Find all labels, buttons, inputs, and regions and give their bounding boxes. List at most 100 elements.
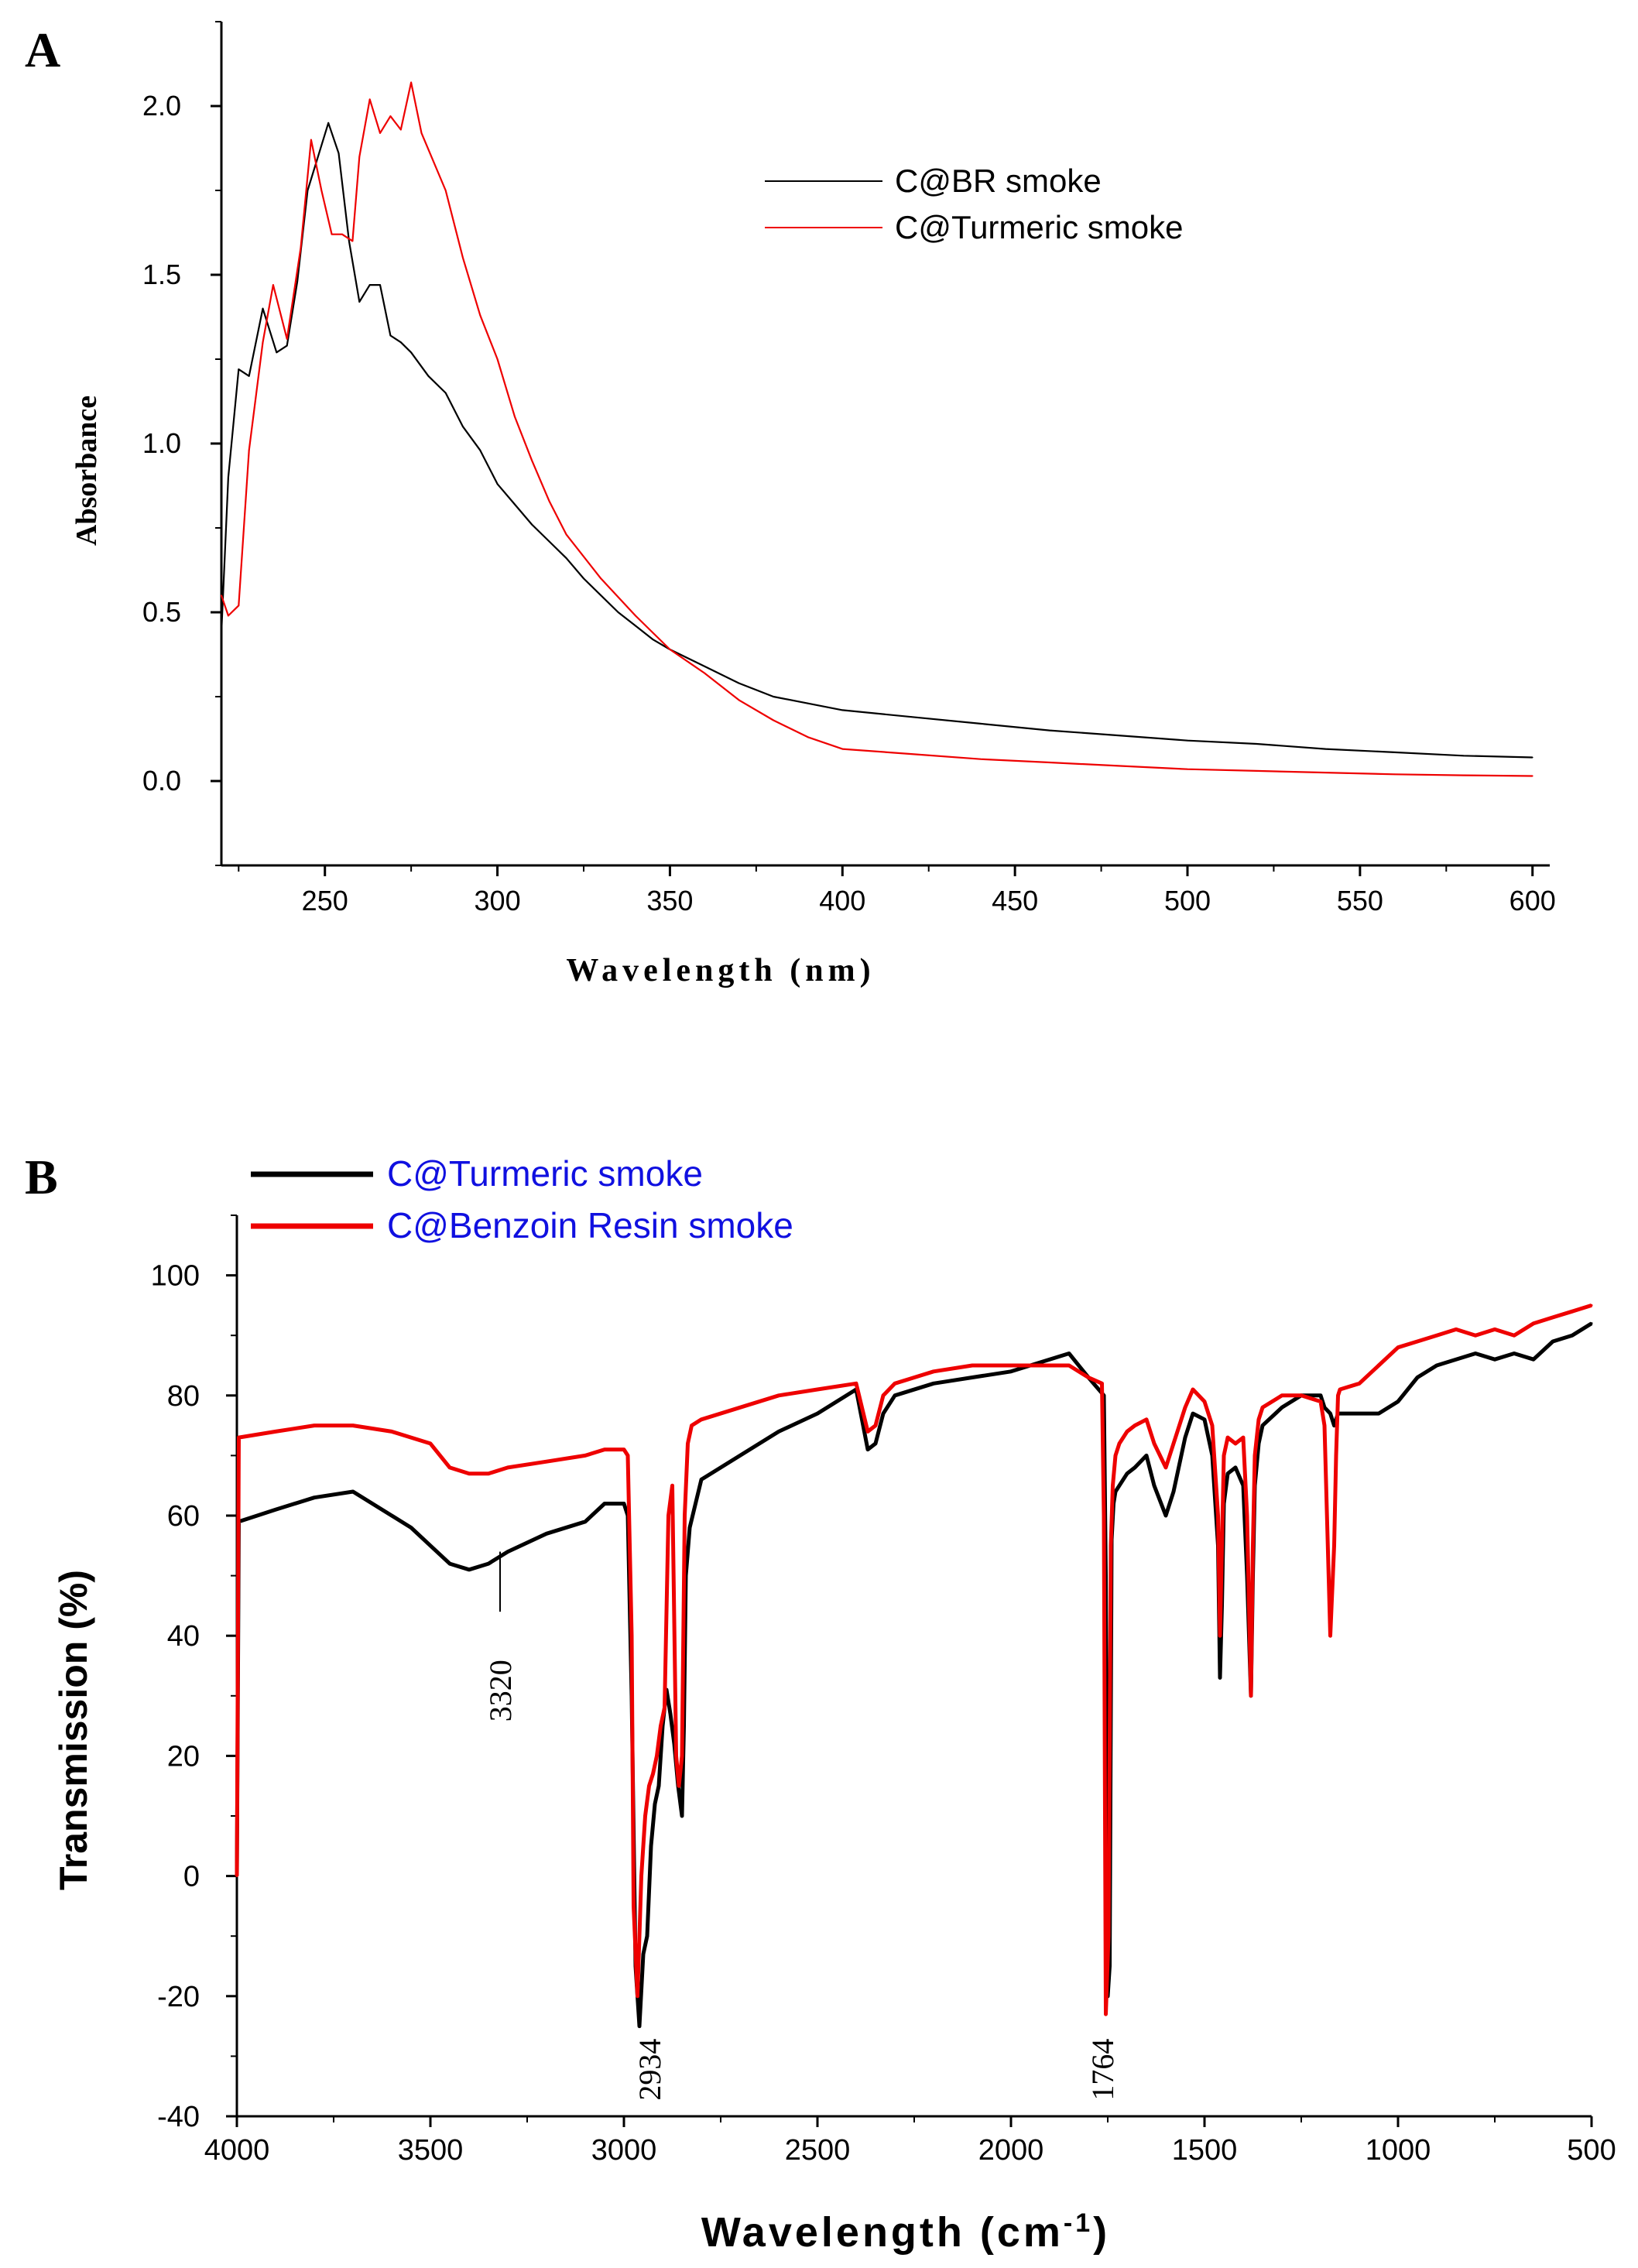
point-c-turmeric-smoke	[1126, 1472, 1129, 1475]
panel-b-y-tick-label: 20	[167, 1740, 200, 1773]
point-c-turmeric-smoke	[371, 1502, 374, 1505]
point-c-turmeric-smoke	[1203, 1418, 1206, 1421]
panel-b-x-axis-label: Wavelength (cm-1)	[701, 2208, 1110, 2256]
point-c-benzoin-resin-smoke	[855, 1382, 858, 1385]
panel-a-y-tick-label: 1.0	[142, 427, 181, 459]
point-c-br-smoke	[248, 375, 250, 377]
point-c-br-smoke	[617, 612, 619, 613]
point-c-br-smoke	[379, 284, 381, 286]
point-c-turmeric-smoke	[1531, 775, 1533, 777]
point-c-br-smoke	[773, 696, 775, 697]
point-c-turmeric-smoke	[390, 1514, 393, 1517]
panel-b-annotations: 3320 2934 1764	[483, 1551, 1120, 2101]
panel-b-x-tick-label: 3000	[591, 2134, 657, 2167]
point-c-br-smoke	[548, 540, 550, 543]
point-c-benzoin-resin-smoke	[1300, 1394, 1303, 1397]
point-c-br-smoke	[462, 426, 464, 428]
point-c-benzoin-resin-smoke	[1319, 1400, 1322, 1403]
point-c-turmeric-smoke	[410, 1526, 413, 1530]
point-c-br-smoke	[238, 368, 240, 370]
point-c-turmeric-smoke	[351, 1490, 355, 1493]
point-c-benzoin-resin-smoke	[506, 1466, 509, 1469]
point-c-benzoin-resin-smoke	[1455, 1328, 1458, 1331]
point-c-turmeric-smoke	[379, 132, 381, 134]
point-c-turmeric-smoke	[548, 500, 550, 502]
point-c-benzoin-resin-smoke	[1112, 1484, 1114, 1487]
panel-b-y-tick-label: 60	[167, 1500, 200, 1533]
annotation-label: 3320	[483, 1660, 518, 1722]
panel-b-ticks: 4000 3500 3000 2500 2000 1500 1000 500 -40 -20 0 20…	[151, 1215, 1616, 2167]
point-c-turmeric-smoke	[351, 240, 354, 242]
point-c-benzoin-resin-smoke	[1474, 1334, 1477, 1337]
point-c-benzoin-resin-smoke	[1532, 1322, 1535, 1325]
point-c-turmeric-smoke	[274, 1508, 277, 1511]
point-c-benzoin-resin-smoke	[468, 1472, 471, 1475]
point-c-turmeric-smoke	[816, 1412, 819, 1415]
point-c-benzoin-resin-smoke	[1249, 1694, 1252, 1698]
point-c-benzoin-resin-smoke	[545, 1460, 548, 1463]
point-c-br-smoke	[1393, 752, 1396, 753]
point-c-benzoin-resin-smoke	[1246, 1514, 1249, 1517]
legend-label-c-turmeric-smoke-ir: C@Turmeric smoke	[387, 1153, 703, 1194]
point-c-benzoin-resin-smoke	[656, 1754, 658, 1757]
point-c-benzoin-resin-smoke	[1217, 1514, 1219, 1517]
point-c-turmeric-smoke	[496, 358, 499, 360]
point-c-turmeric-smoke	[866, 1448, 869, 1451]
point-c-benzoin-resin-smoke	[1335, 1454, 1338, 1457]
point-c-benzoin-resin-smoke	[1396, 1346, 1400, 1349]
point-c-benzoin-resin-smoke	[622, 1448, 625, 1451]
point-c-turmeric-smoke	[1455, 1358, 1458, 1361]
point-c-benzoin-resin-smoke	[1172, 1442, 1175, 1445]
point-c-br-smoke	[221, 632, 222, 634]
panel-a-label: A	[25, 22, 60, 77]
point-c-br-smoke	[296, 280, 298, 283]
point-c-benzoin-resin-smoke	[1087, 1376, 1090, 1379]
point-c-benzoin-resin-smoke	[700, 1418, 703, 1421]
point-c-turmeric-smoke	[368, 98, 371, 101]
point-c-benzoin-resin-smoke	[675, 1754, 677, 1757]
point-c-turmeric-smoke	[646, 1934, 649, 1937]
point-c-benzoin-resin-smoke	[1252, 1544, 1254, 1547]
point-c-turmeric-smoke	[1226, 1472, 1229, 1475]
point-c-benzoin-resin-smoke	[1590, 1304, 1593, 1307]
point-c-br-smoke	[358, 300, 361, 303]
point-c-benzoin-resin-smoke	[238, 1436, 240, 1439]
point-c-br-smoke	[368, 284, 371, 286]
point-c-benzoin-resin-smoke	[1323, 1424, 1326, 1427]
panel-a-absorbance-chart: A 250 300 350 400 450 500 550 600 0.0 0.5 1.0 1.5 2.…	[25, 21, 1556, 988]
point-c-turmeric-smoke	[479, 314, 481, 317]
point-c-benzoin-resin-smoke	[1114, 1454, 1117, 1457]
point-c-turmeric-smoke	[1184, 1436, 1187, 1439]
point-c-benzoin-resin-smoke	[1234, 1442, 1237, 1445]
point-c-benzoin-resin-smoke	[1118, 1442, 1121, 1445]
point-c-benzoin-resin-smoke	[663, 1706, 666, 1709]
point-c-br-smoke	[307, 190, 309, 191]
point-c-benzoin-resin-smoke	[1257, 1418, 1260, 1421]
point-c-br-smoke	[262, 307, 264, 310]
point-c-turmeric-smoke	[584, 1520, 587, 1523]
point-c-turmeric-smoke	[262, 341, 264, 344]
point-c-benzoin-resin-smoke	[626, 1454, 629, 1457]
panel-b-x-axis-label-main: Wavelength (cm	[701, 2209, 1064, 2256]
point-c-turmeric-smoke	[506, 1550, 509, 1554]
point-c-br-smoke	[704, 665, 705, 667]
point-c-br-smoke	[1048, 729, 1050, 731]
point-c-benzoin-resin-smoke	[1571, 1310, 1574, 1313]
point-c-br-smoke	[600, 594, 602, 597]
point-c-benzoin-resin-smoke	[235, 1875, 238, 1878]
point-c-benzoin-resin-smoke	[313, 1424, 316, 1427]
panel-b-y-tick-label: 0	[183, 1861, 200, 1893]
point-c-turmeric-smoke	[1234, 1466, 1237, 1469]
point-c-turmeric-smoke	[462, 257, 464, 259]
panel-a-x-tick-label: 450	[992, 885, 1038, 916]
point-c-turmeric-smoke	[777, 1430, 780, 1433]
panel-a-x-tick-label: 250	[302, 885, 348, 916]
panel-b-legend: C@Turmeric smoke C@Benzoin Resin smoke	[251, 1153, 793, 1245]
point-c-turmeric-smoke	[1114, 1490, 1117, 1493]
point-c-benzoin-resin-smoke	[429, 1442, 432, 1445]
panel-a-y-tick-label: 2.0	[142, 90, 181, 122]
point-c-turmeric-smoke	[704, 672, 705, 674]
point-c-benzoin-resin-smoke	[1105, 2013, 1107, 2016]
panel-a-y-tick-label: 0.0	[142, 765, 181, 797]
point-c-br-smoke	[1324, 748, 1327, 750]
